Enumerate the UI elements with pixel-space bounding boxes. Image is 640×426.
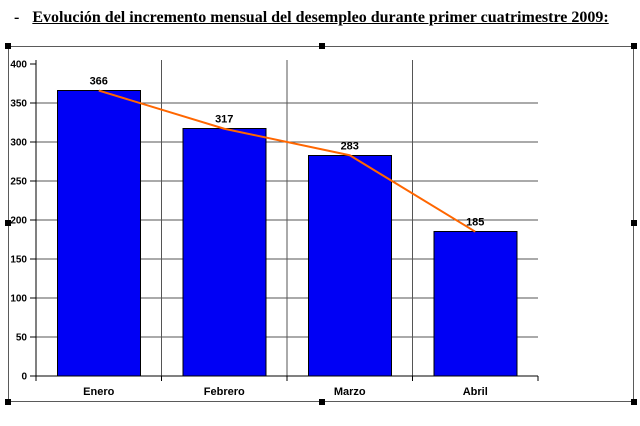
- selection-handle-middle-right[interactable]: [631, 220, 637, 226]
- y-axis-label: 250: [10, 177, 27, 188]
- chart-canvas: 0 50 100 150 200 250 300 350 400 366 317 283 185 Ener…: [9, 47, 633, 401]
- selection-handle-top-left[interactable]: [5, 43, 11, 49]
- selection-handle-bottom-right[interactable]: [631, 399, 637, 405]
- y-axis-label: 100: [10, 294, 27, 305]
- category-label: Febrero: [204, 386, 245, 398]
- y-axis-label: 200: [10, 216, 27, 227]
- category-label: Enero: [83, 386, 114, 398]
- data-label: 317: [215, 114, 233, 126]
- y-axis-label: 300: [10, 138, 27, 149]
- selection-handle-bottom-middle[interactable]: [319, 399, 325, 405]
- title-bullet: -: [14, 9, 20, 26]
- y-axis-label: 150: [10, 255, 27, 266]
- y-axis-label: 0: [21, 372, 27, 383]
- category-label: Abril: [463, 386, 488, 398]
- category-label: Marzo: [334, 386, 366, 398]
- data-label: 283: [341, 140, 359, 152]
- bar-marzo[interactable]: [307, 154, 392, 377]
- selection-handle-middle-left[interactable]: [5, 220, 11, 226]
- bar-abril[interactable]: [433, 231, 518, 377]
- selection-handle-bottom-left[interactable]: [5, 399, 11, 405]
- y-axis-label: 50: [16, 333, 28, 344]
- document-title-line: - Evolución del incremento mensual del de…: [14, 9, 609, 27]
- bar-febrero[interactable]: [182, 128, 267, 377]
- y-axis-label: 400: [10, 60, 27, 71]
- selection-handle-top-middle[interactable]: [319, 43, 325, 49]
- y-axis-label: 350: [10, 99, 27, 110]
- trend-line[interactable]: [98, 89, 476, 233]
- embedded-chart-object[interactable]: 0 50 100 150 200 250 300 350 400 366 317 283 185 Ener…: [5, 43, 637, 405]
- chart-svg: 0 50 100 150 200 250 300 350 400 366 317 283 185 Ener…: [10, 60, 539, 398]
- selection-handle-top-right[interactable]: [631, 43, 637, 49]
- bar-enero[interactable]: [56, 90, 141, 377]
- data-label: 185: [466, 217, 484, 229]
- data-label: 366: [90, 76, 108, 88]
- page-title: Evolución del incremento mensual del des…: [32, 9, 609, 26]
